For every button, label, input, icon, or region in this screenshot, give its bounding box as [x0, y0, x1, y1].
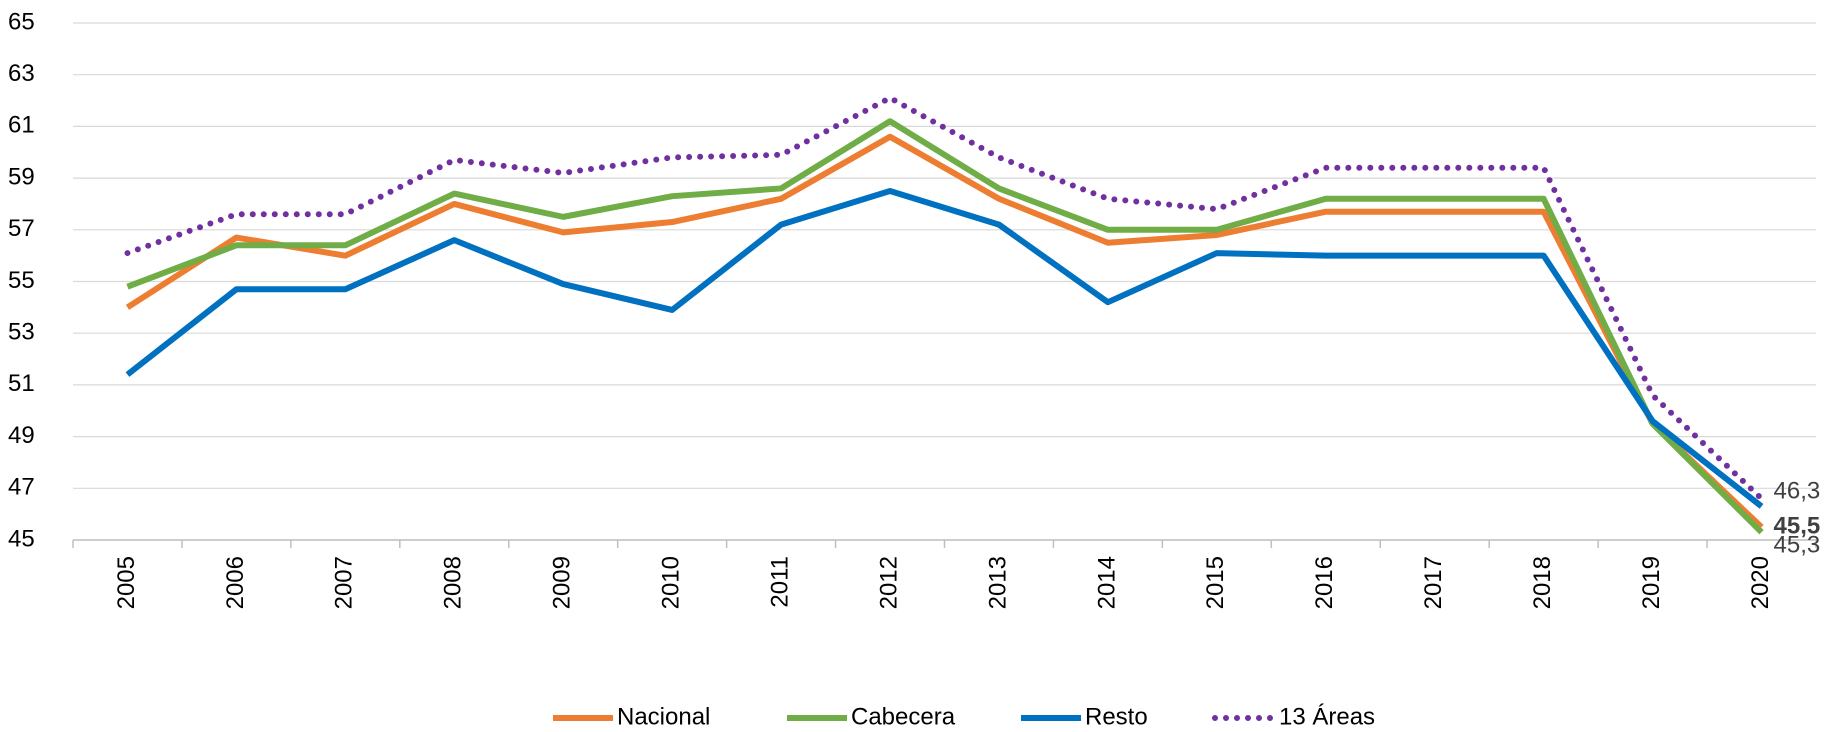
x-tick-label: 2012 [875, 556, 902, 609]
x-tick-label: 2018 [1529, 556, 1556, 609]
x-tick-label: 2020 [1747, 556, 1774, 609]
x-tick-label: 2016 [1311, 556, 1338, 609]
x-tick-label: 2015 [1202, 556, 1229, 609]
x-tick-label: 2006 [222, 556, 249, 609]
series-line [125, 133, 1764, 530]
x-tick-label: 2013 [984, 556, 1011, 609]
x-tick-label: 2005 [113, 556, 140, 609]
legend-label: Resto [1085, 703, 1148, 730]
x-tick-label: 2009 [549, 556, 576, 609]
y-tick-label: 63 [8, 60, 35, 87]
data-label: 46,3 [1774, 478, 1821, 505]
x-tick-label: 2008 [440, 556, 467, 609]
y-tick-label: 55 [8, 267, 35, 294]
legend: Nacional Cabecera Resto 13 Áreas [553, 703, 1375, 730]
y-tick-label: 47 [8, 474, 35, 501]
y-tick-label: 65 [8, 8, 35, 35]
legend-label: 13 Áreas [1279, 703, 1375, 730]
series-line [126, 118, 1764, 535]
x-tick-label: 2007 [331, 556, 358, 609]
data-label: 45,5 [1774, 512, 1821, 539]
legend-label: Cabecera [851, 703, 956, 730]
data-label: 45,3 [1774, 532, 1821, 559]
x-tick-label: 2017 [1420, 556, 1447, 609]
y-tick-label: 59 [8, 163, 35, 190]
y-tick-label: 51 [8, 370, 35, 397]
series-line [124, 94, 1765, 502]
y-tick-label: 53 [8, 319, 35, 346]
legend-label: Nacional [617, 703, 710, 730]
x-tick-label: 2014 [1093, 556, 1120, 609]
series-line [125, 188, 1764, 509]
y-tick-label: 45 [8, 525, 35, 552]
x-tick-label: 2011 [766, 556, 793, 608]
x-tick-label: 2010 [658, 556, 685, 609]
y-tick-label: 57 [8, 215, 35, 242]
y-tick-label: 61 [8, 112, 35, 139]
y-tick-label: 49 [8, 422, 35, 449]
x-tick-label: 2019 [1638, 556, 1665, 609]
